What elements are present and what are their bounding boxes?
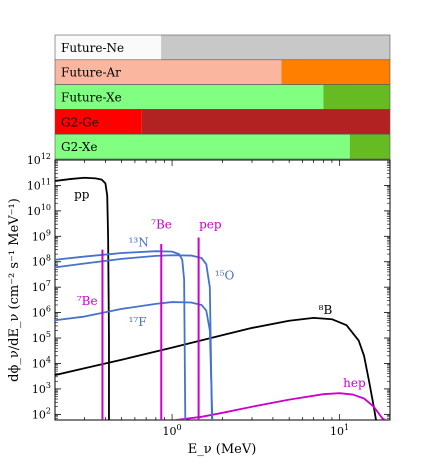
band-label: Future-Xe [61,91,122,105]
y-tick-label: 105 [32,330,51,345]
band-sensitive-region [55,109,142,135]
y-tick-label: 104 [32,355,51,370]
band-excluded-region [323,84,390,110]
curve-label: ¹³N [129,235,149,249]
y-axis-label: dϕ_ν/dE_ν (cm⁻² s⁻¹ MeV⁻¹) [7,198,22,382]
line-spectra [101,237,200,420]
y-tick-label: 106 [32,305,51,320]
band-border [54,133,391,160]
band-label: Future-Ar [61,66,121,80]
x-axis-label: E_ν (MeV) [188,442,257,457]
band-label: Future-Ne [61,41,124,55]
threshold-bands: Future-Ne Future-Ar Future-Xe G2-Ge G2-Xe [54,34,391,160]
x-tick-label: 100 [163,423,182,438]
curve-label: ¹⁷F [129,315,147,329]
curve-label: pp [74,188,90,202]
band-g2-xe: G2-Xe [54,133,391,160]
curve-label: pep [199,218,222,232]
band-g2-ge: G2-Ge [54,109,391,135]
plot-frame [54,159,391,421]
curve-label: ⁷Be [151,218,172,232]
curve-⁸B [55,316,377,420]
flux-curves [55,176,386,420]
band-label: G2-Xe [61,140,98,154]
curve-¹⁵O [55,254,213,420]
y-tick-label: 109 [32,228,51,243]
curve-label: ¹⁵O [215,269,235,283]
plot-area: 102 103 104 105 106 107 108 109 1010 1011 1012 100 1… [27,152,391,438]
x-tick-label: 101 [330,423,349,438]
band-sensitive-region [55,84,324,110]
band-sensitive-region [55,134,350,159]
y-tick-label: 1011 [27,177,51,192]
curve-¹³N [55,250,187,420]
curve-label: hep [343,376,366,390]
curve-label: ⁷Be [77,294,98,308]
band-excluded-region [141,109,390,135]
axis-ticks: 102 103 104 105 106 107 108 109 1010 1011 1012 100 1… [27,152,391,438]
y-tick-label: 107 [32,279,51,294]
band-sensitive-region [55,35,162,60]
band-future-xe: Future-Xe [54,84,391,110]
band-label: G2-Ge [61,115,99,129]
y-tick-label: 1010 [27,203,51,218]
band-excluded-region [281,59,390,85]
curve-label: ⁸B [319,303,333,317]
band-sensitive-region [55,59,282,85]
curve-hep [175,392,386,420]
band-future-ne: Future-Ne [54,34,391,61]
band-excluded-region [161,35,390,60]
y-tick-label: 103 [32,381,51,396]
curve-pp [55,176,110,420]
y-tick-label: 102 [32,406,51,421]
y-tick-label: 108 [32,254,51,269]
band-excluded-region [349,134,390,159]
band-future-ar: Future-Ar [54,59,391,85]
y-tick-label: 1012 [27,152,51,167]
